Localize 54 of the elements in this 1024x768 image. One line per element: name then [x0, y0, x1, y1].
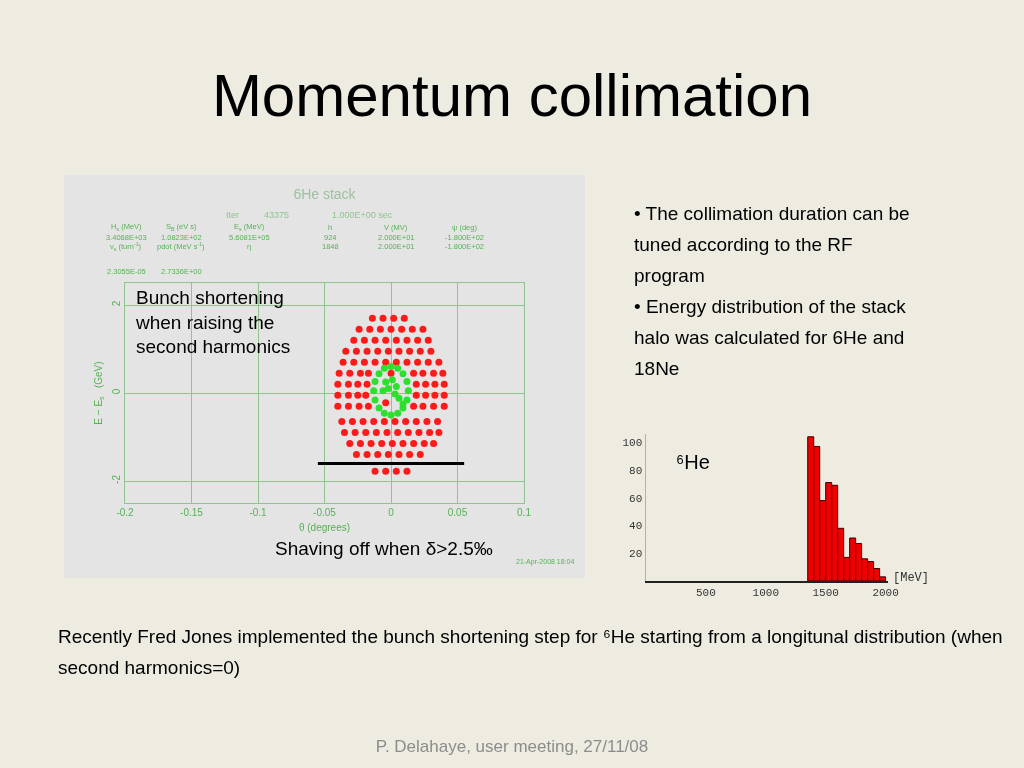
x-tick-label: 0.05: [447, 507, 468, 518]
point: [379, 387, 387, 395]
point: [370, 387, 378, 395]
point: [380, 409, 388, 417]
point: [399, 370, 407, 378]
point: [371, 396, 379, 404]
point: [394, 409, 402, 417]
point: [387, 363, 395, 371]
chart-title: 6He stack: [293, 185, 357, 202]
text: Recently Fred Jones implemented the bunch shortening step for ⁶He starting from a longitunal distribution (when second harmonics=0): [58, 625, 1004, 680]
text: Momentum collimation: [210, 62, 814, 129]
y-tick-label: 0: [111, 388, 122, 395]
point: [391, 390, 399, 398]
point: [403, 378, 411, 386]
point: [392, 382, 400, 390]
text: 1.000E+00 sec: [332, 210, 393, 220]
point: [394, 364, 402, 372]
point: [387, 411, 395, 419]
x-tick-label: 2000: [872, 586, 899, 599]
text: Shaving off when δ>2.5‰: [275, 538, 493, 559]
y-tick-label: 20: [629, 548, 643, 561]
y-tick-label: 2: [111, 300, 122, 307]
x-tick-label: -0.05: [313, 507, 337, 518]
text: P. Delahaye, user meeting, 27/11/08: [374, 737, 650, 757]
point: [382, 378, 390, 386]
x-tick-label: -0.1: [249, 507, 268, 518]
text: • The collimation duration can be tuned according to the RF program: [634, 202, 911, 288]
x-tick-label: 0.1: [517, 507, 532, 518]
x-tick-label: -0.2: [116, 507, 135, 518]
point: [395, 394, 403, 402]
annotation: ⁶He: [676, 451, 710, 473]
annotation: Bunch shortening when raising the second harmonics: [135, 287, 291, 358]
x-axis-title: [MeV]: [893, 571, 930, 585]
y-tick-label: -2: [111, 474, 122, 484]
point: [404, 387, 412, 395]
y-tick-label: 100: [622, 437, 643, 450]
x-tick-label: 0: [388, 507, 395, 518]
y-tick-label: 60: [629, 492, 643, 505]
x-tick-label: 1500: [812, 586, 839, 599]
point: [375, 404, 383, 412]
point: [384, 385, 392, 393]
text: • Energy distribution of the stack halo was calculated for 6He and 18Ne: [634, 295, 907, 381]
text: 43375: [264, 210, 290, 220]
text: Iter: [226, 210, 240, 220]
point: [375, 370, 383, 378]
y-tick-label: 40: [629, 520, 643, 533]
x-axis-title: θ (degrees): [298, 521, 351, 533]
x-tick-label: -0.15: [180, 507, 204, 518]
point: [371, 378, 379, 386]
x-tick-label: 500: [695, 586, 716, 599]
point: [380, 364, 388, 372]
y-tick-label: 80: [629, 464, 643, 477]
point: [388, 376, 396, 384]
x-tick-label: 1000: [752, 586, 779, 599]
